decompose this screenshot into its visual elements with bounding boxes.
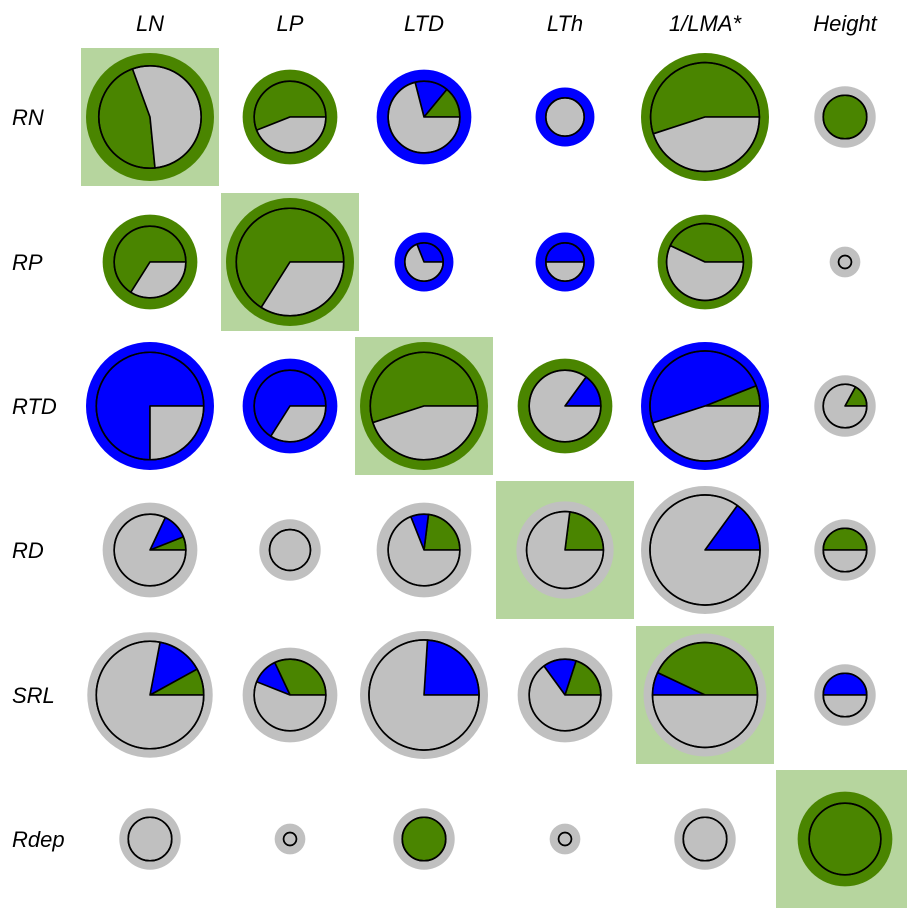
pie-outline xyxy=(649,61,761,173)
pie-cell-srl-height xyxy=(814,664,876,726)
pie-outline xyxy=(401,816,447,862)
pie-cell-rn-lth xyxy=(535,87,595,147)
pie-cell-rtd-lth xyxy=(517,358,613,454)
column-label-ln: LN xyxy=(136,11,164,36)
pie-cell-rd-ltd xyxy=(376,502,472,598)
pie-outline xyxy=(113,225,187,299)
pie-cell-rd-lth xyxy=(516,501,614,599)
pie-cell-rd-height xyxy=(814,519,876,581)
pie-outline xyxy=(369,351,479,461)
pie-outline xyxy=(113,513,187,587)
column-label-height: Height xyxy=(813,11,877,36)
pie-cell-rdep-ltd xyxy=(393,808,455,870)
pie-outline xyxy=(253,658,327,732)
pie-outline xyxy=(95,640,205,750)
pie-outline xyxy=(253,369,327,443)
pie-cell-rn-height xyxy=(814,86,876,148)
pie-outline xyxy=(649,350,761,462)
pie-outline xyxy=(837,254,853,270)
pie-cell-rp-ln xyxy=(102,214,198,310)
row-label-rd: RD xyxy=(12,538,44,563)
pie-outline xyxy=(98,65,203,170)
pie-cell-srl-1-lma xyxy=(643,633,767,757)
pie-cell-rn-1-lma xyxy=(641,53,769,181)
pie-outline xyxy=(665,222,745,302)
pie-outline xyxy=(282,831,298,847)
pie-cell-rdep-lp xyxy=(274,823,306,855)
pie-outline xyxy=(268,528,312,572)
column-label-lp: LP xyxy=(277,11,304,36)
pie-cell-srl-ln xyxy=(87,632,213,758)
pie-cell-rtd-ltd xyxy=(360,342,488,470)
pie-cell-srl-ltd xyxy=(360,631,488,759)
pie-cell-rp-height xyxy=(829,246,861,278)
pie-cell-rtd-lp xyxy=(242,358,338,454)
pie-outline xyxy=(253,80,327,154)
pie-outline xyxy=(235,207,345,317)
diagonal-highlights xyxy=(81,48,907,908)
pie-outline xyxy=(557,831,573,847)
pie-outline xyxy=(525,510,605,590)
pie-outline xyxy=(387,513,461,587)
column-label-1-lma: 1/LMA* xyxy=(669,11,743,36)
pie-cell-rd-ln xyxy=(102,502,198,598)
pie-cell-rd-lp xyxy=(259,519,321,581)
pie-outline xyxy=(651,641,759,749)
pie-cells xyxy=(86,53,893,887)
row-label-srl: SRL xyxy=(12,683,55,708)
row-label-rtd: RTD xyxy=(12,394,57,419)
pie-outline xyxy=(544,97,585,138)
pie-outline xyxy=(368,639,480,751)
pie-outline xyxy=(127,816,173,862)
pie-outline xyxy=(544,242,585,283)
pie-outline xyxy=(822,672,868,718)
pie-outline xyxy=(528,658,602,732)
pie-outline xyxy=(387,80,461,154)
pie-cell-srl-lth xyxy=(517,647,613,743)
pie-cell-rtd-height xyxy=(814,375,876,437)
pie-outline xyxy=(822,383,868,429)
pie-cell-rn-ln xyxy=(86,53,214,181)
pie-cell-rdep-ln xyxy=(119,808,181,870)
pie-outline xyxy=(822,94,868,140)
pie-cell-srl-lp xyxy=(242,647,338,743)
pie-outline xyxy=(95,351,205,461)
pie-cell-rp-ltd xyxy=(394,232,454,292)
pie-cell-rp-1-lma xyxy=(657,214,753,310)
pie-outline xyxy=(822,527,868,573)
pie-outline xyxy=(808,802,882,876)
pie-cell-rn-ltd xyxy=(376,69,472,165)
pie-cell-rtd-1-lma xyxy=(641,342,769,470)
pie-cell-rtd-ln xyxy=(86,342,214,470)
row-label-rn: RN xyxy=(12,105,44,130)
pie-outline xyxy=(403,242,444,283)
pie-cell-rn-lp xyxy=(242,69,338,165)
row-label-rdep: Rdep xyxy=(12,827,65,852)
column-label-lth: LTh xyxy=(547,11,583,36)
row-label-rp: RP xyxy=(12,250,43,275)
row-labels: RN RP RTD RD SRL Rdep xyxy=(12,105,65,852)
pie-cell-rdep-height xyxy=(797,791,893,887)
pie-cell-rp-lp xyxy=(226,198,354,326)
column-label-ltd: LTD xyxy=(404,11,444,36)
column-labels: LN LP LTD LTh 1/LMA* Height xyxy=(136,11,878,36)
pie-outline xyxy=(528,369,602,443)
pie-cell-rdep-1-lma xyxy=(674,808,736,870)
pie-outline xyxy=(649,494,761,606)
pie-cell-rp-lth xyxy=(535,232,595,292)
pie-cell-rd-1-lma xyxy=(641,486,769,614)
pie-cell-rdep-lth xyxy=(549,823,581,855)
pie-outline xyxy=(682,816,728,862)
